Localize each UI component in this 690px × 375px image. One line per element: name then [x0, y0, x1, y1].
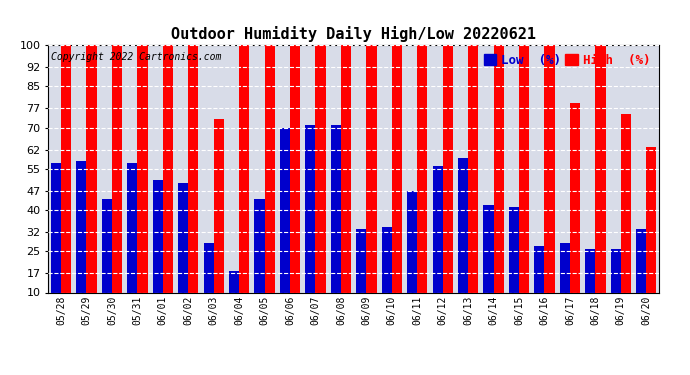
Bar — [280, 128, 290, 292]
Bar — [433, 166, 443, 292]
Bar — [509, 207, 519, 292]
Bar — [229, 270, 239, 292]
Bar — [127, 163, 137, 292]
Bar — [585, 249, 595, 292]
Bar — [636, 229, 647, 292]
Bar — [519, 45, 529, 292]
Bar — [61, 45, 71, 292]
Bar — [611, 249, 621, 292]
Bar — [570, 103, 580, 292]
Bar — [112, 45, 122, 292]
Bar — [290, 45, 300, 292]
Bar — [341, 45, 351, 292]
Bar — [239, 45, 249, 292]
Bar — [204, 243, 214, 292]
Bar — [255, 199, 264, 292]
Bar — [493, 45, 504, 292]
Bar — [392, 45, 402, 292]
Bar — [331, 125, 341, 292]
Bar — [443, 45, 453, 292]
Bar — [214, 119, 224, 292]
Bar — [595, 45, 606, 292]
Bar — [163, 45, 173, 292]
Bar — [458, 158, 468, 292]
Bar — [534, 246, 544, 292]
Bar — [484, 204, 493, 292]
Bar — [86, 45, 97, 292]
Text: Copyright 2022 Cartronics.com: Copyright 2022 Cartronics.com — [51, 53, 221, 62]
Bar — [77, 160, 86, 292]
Bar — [305, 125, 315, 292]
Bar — [51, 163, 61, 292]
Bar — [407, 191, 417, 292]
Bar — [178, 183, 188, 292]
Bar — [264, 45, 275, 292]
Legend: Low  (%), High  (%): Low (%), High (%) — [482, 51, 653, 69]
Bar — [366, 45, 377, 292]
Bar — [382, 226, 392, 292]
Bar — [152, 180, 163, 292]
Bar — [356, 229, 366, 292]
Bar — [468, 45, 478, 292]
Bar — [101, 199, 112, 292]
Bar — [544, 45, 555, 292]
Bar — [621, 114, 631, 292]
Bar — [188, 45, 199, 292]
Bar — [315, 45, 326, 292]
Title: Outdoor Humidity Daily High/Low 20220621: Outdoor Humidity Daily High/Low 20220621 — [171, 27, 536, 42]
Bar — [560, 243, 570, 292]
Bar — [137, 45, 148, 292]
Bar — [417, 45, 427, 292]
Bar — [647, 147, 656, 292]
